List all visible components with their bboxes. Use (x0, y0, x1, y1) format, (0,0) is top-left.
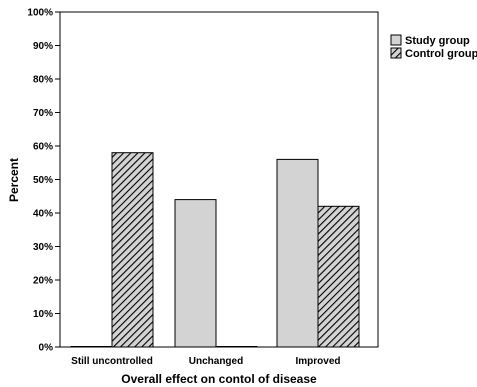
y-tick-label: 70% (33, 108, 53, 119)
bar-control-0 (111, 152, 154, 348)
legend-label: Study group (405, 35, 470, 47)
legend-swatch (390, 34, 402, 46)
y-tick-label: 40% (33, 209, 53, 220)
legend-swatch (390, 47, 402, 59)
y-tick-label: 50% (33, 175, 53, 186)
y-tick-label: 80% (33, 75, 53, 86)
legend-label: Control group (405, 48, 477, 60)
bar-control-1 (215, 346, 258, 348)
x-tick-label: Improved (295, 356, 340, 367)
bar-study-2 (276, 158, 319, 348)
y-tick-label: 0% (39, 343, 54, 354)
y-axis: 0% 10% 20% 30% 40% 50% 60% 70% 80% 90% 100% (27, 8, 60, 354)
y-tick-label: 10% (33, 309, 53, 320)
bar-control-2 (317, 205, 360, 348)
x-axis: Still uncontrolled Unchanged Improved (71, 356, 340, 367)
x-tick-label: Unchanged (189, 356, 243, 367)
y-tick-label: 90% (33, 41, 53, 52)
y-tick-label: 20% (33, 276, 53, 287)
y-tick-label: 60% (33, 142, 53, 153)
y-tick-label: 100% (27, 8, 53, 19)
y-tick-label: 30% (33, 242, 53, 253)
x-axis-title: Overall effect on contol of disease (121, 372, 317, 386)
bar-study-1 (174, 199, 217, 348)
bar-study-0 (70, 346, 113, 348)
y-axis-title: Percent (7, 158, 21, 202)
bars (70, 152, 360, 348)
x-tick-label: Still uncontrolled (71, 356, 153, 367)
